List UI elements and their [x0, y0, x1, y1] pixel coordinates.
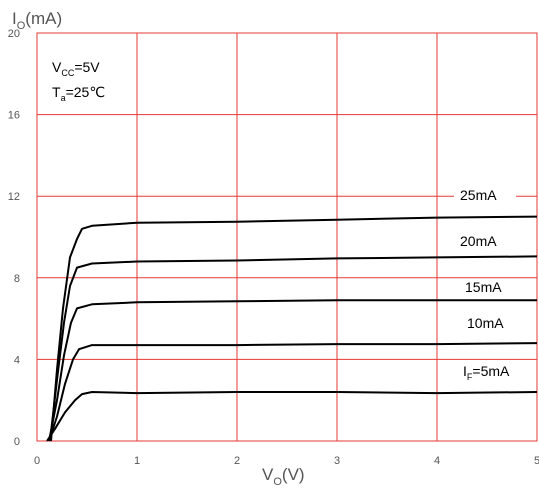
y-tick-label: 8: [14, 273, 20, 285]
condition-vcc-sub: CC: [61, 68, 74, 78]
y-tick-labels: 0 4 8 12 16 20: [8, 28, 20, 448]
x-axis-title-sub: O: [273, 476, 282, 488]
y-axis-title-unit: (mA): [25, 9, 62, 28]
curve-label-5: 25mA: [460, 187, 497, 203]
y-axis-title: IO(mA): [12, 9, 62, 32]
curve-series-2: [48, 342, 538, 442]
x-tick-label: 1: [134, 455, 140, 467]
plot-frame: [36, 32, 538, 442]
x-axis-title: VO(V): [262, 465, 305, 488]
curve-series-1: [46, 391, 538, 442]
y-axis-title-main: I: [12, 9, 17, 28]
x-axis-title-unit: (V): [282, 465, 305, 484]
condition-ta-main: T: [52, 84, 61, 100]
y-tick-label: 0: [14, 436, 20, 448]
condition-vcc: VCC=5V: [52, 59, 100, 78]
x-tick-label: 2: [234, 455, 240, 467]
condition-vcc-rest: =5V: [74, 59, 100, 75]
x-tick-label: 4: [434, 455, 440, 467]
curves: [46, 215, 538, 442]
x-tick-labels: 0 1 2 3 4 5: [34, 455, 539, 467]
condition-ta: Ta=25℃: [52, 84, 105, 103]
y-tick-label: 12: [8, 191, 20, 203]
plot-area: [37, 33, 537, 441]
y-tick-label: 4: [14, 354, 20, 366]
curve-labels: IF=5mA 10mA 15mA 20mA 25mA: [454, 186, 516, 382]
curve-label-2: 10mA: [467, 315, 504, 331]
curve-label-1: IF=5mA: [463, 363, 510, 382]
x-axis-title-main: V: [262, 465, 274, 484]
curve-series-4: [49, 255, 538, 442]
condition-ta-sub: a: [61, 93, 66, 103]
y-tick-label: 16: [8, 110, 20, 122]
x-tick-label: 5: [534, 455, 539, 467]
curve-series-3: [48, 299, 537, 442]
curve-label-3: 15mA: [465, 279, 502, 295]
x-tick-label: 0: [34, 455, 40, 467]
curve-label-4: 20mA: [460, 233, 497, 249]
curve-label-bg: [454, 186, 516, 205]
condition-ta-rest: =25℃: [66, 84, 105, 100]
x-tick-label: 3: [334, 455, 340, 467]
grid: [36, 32, 538, 442]
curve-series-5: [50, 215, 538, 442]
y-axis-title-sub: O: [17, 20, 26, 32]
y-tick-label: 20: [8, 28, 20, 40]
condition-vcc-main: V: [52, 59, 62, 75]
